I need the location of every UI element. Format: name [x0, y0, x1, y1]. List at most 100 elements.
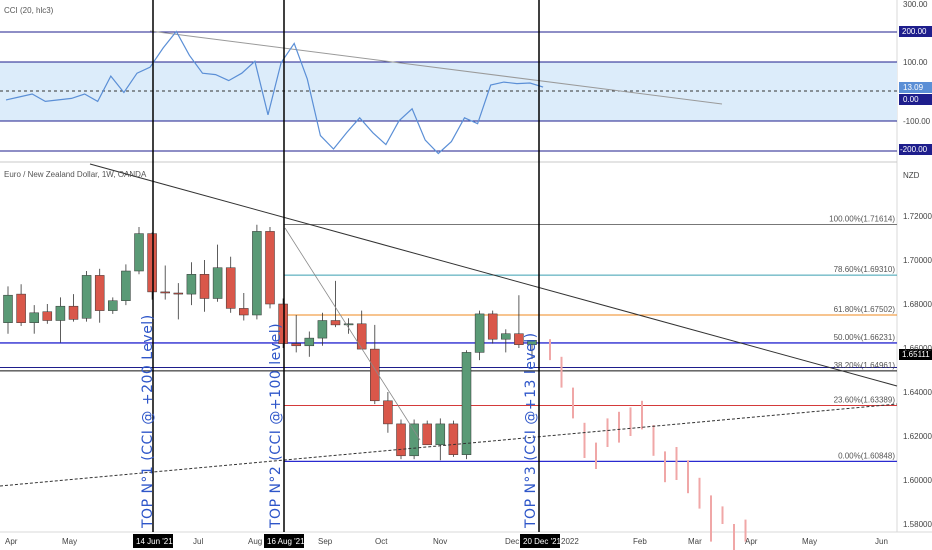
- descending-trendline[interactable]: [89, 163, 898, 387]
- cci-tag-minus-200: -200.00: [900, 145, 928, 154]
- candle[interactable]: [370, 324, 380, 405]
- annotation-top1[interactable]: TOP N°1 (CCI @ +200 Level): [140, 314, 156, 529]
- cci-series-line[interactable]: [5, 30, 544, 155]
- candle-body: [186, 274, 197, 295]
- date-tag-14jun: 14 Jun '21: [136, 537, 173, 546]
- candle-body: [474, 313, 485, 353]
- candle[interactable]: [317, 312, 328, 346]
- candle[interactable]: [527, 340, 537, 359]
- fibonacci-labels: 100.00%(1.71614) 78.60%(1.69310) 61.80%(…: [829, 215, 895, 461]
- cci-tag-value: 13.09: [903, 83, 924, 92]
- price-tick: 1.62000: [903, 432, 932, 441]
- candle[interactable]: [147, 232, 157, 300]
- date-tag-20dec-bg: [520, 534, 560, 548]
- candle[interactable]: [29, 305, 39, 334]
- candle-body: [487, 313, 498, 340]
- dotted-support-line[interactable]: [0, 403, 898, 487]
- fib-label-000: 0.00%(1.60848): [838, 451, 895, 460]
- candle[interactable]: [278, 298, 288, 349]
- time-label-apr-2022: Apr: [745, 537, 758, 546]
- cci-tick-100: 100.00: [903, 58, 928, 67]
- candle-body: [330, 320, 341, 326]
- candle[interactable]: [265, 227, 275, 309]
- candle[interactable]: [435, 418, 446, 461]
- candle-body: [147, 233, 157, 293]
- candle[interactable]: [461, 350, 472, 460]
- price-tick: 1.58000: [903, 520, 932, 529]
- candle[interactable]: [16, 284, 26, 326]
- price-pane[interactable]: Euro / New Zealand Dollar, 1W, OANDA: [0, 163, 898, 550]
- candle[interactable]: [173, 283, 184, 320]
- time-label-nov: Nov: [433, 537, 447, 546]
- time-label-dec: Dec: [505, 537, 519, 546]
- cci-pane[interactable]: CCI (20, hlc3): [0, 6, 897, 155]
- candle[interactable]: [514, 295, 524, 348]
- cci-scale[interactable]: 300.00 100.00 -100.00 200.00 13.09 0.00 …: [899, 0, 932, 155]
- price-tick: 1.64000: [903, 388, 932, 397]
- candle[interactable]: [396, 419, 406, 460]
- price-scale[interactable]: NZD 1.65111 1.72000 1.70000 1.68000 1.66000…: [899, 171, 932, 529]
- candle[interactable]: [422, 420, 432, 446]
- candle[interactable]: [330, 280, 341, 328]
- time-label-apr: Apr: [5, 537, 18, 546]
- candle[interactable]: [212, 244, 223, 302]
- candle-body: [252, 231, 262, 316]
- price-tick: 1.60000: [903, 476, 932, 485]
- candle[interactable]: [68, 294, 79, 322]
- candle-body: [134, 233, 144, 272]
- candle-body: [435, 423, 446, 446]
- candle[interactable]: [186, 262, 197, 306]
- candle[interactable]: [409, 419, 419, 460]
- annotation-top3[interactable]: TOP N°3 (CCI @+13 level): [523, 332, 539, 529]
- fib-label-786: 78.60%(1.69310): [834, 265, 896, 274]
- candle[interactable]: [383, 392, 393, 433]
- candle[interactable]: [252, 224, 262, 320]
- candle[interactable]: [55, 297, 66, 343]
- candle[interactable]: [134, 227, 144, 275]
- cci-tag-minus-200-bg: [899, 144, 932, 155]
- candle-body: [343, 323, 354, 326]
- candles-group[interactable]: [3, 224, 537, 461]
- candle-body: [55, 305, 66, 321]
- cci-trendline[interactable]: [149, 30, 723, 105]
- cci-tag-zero: 0.00: [903, 95, 919, 104]
- candle[interactable]: [81, 271, 92, 322]
- candle-body: [304, 337, 315, 347]
- fib-label-618: 61.80%(1.67502): [834, 305, 896, 314]
- candle[interactable]: [225, 256, 236, 313]
- candle[interactable]: [474, 310, 485, 361]
- candle[interactable]: [108, 297, 118, 314]
- swing-connector-line: [284, 227, 421, 441]
- candle[interactable]: [42, 304, 53, 324]
- candle[interactable]: [121, 264, 131, 306]
- price-tick: 1.72000: [903, 212, 932, 221]
- fib-label-100: 100.00%(1.71614): [829, 215, 895, 224]
- candle[interactable]: [448, 420, 459, 457]
- candle[interactable]: [94, 268, 105, 323]
- candle[interactable]: [487, 310, 498, 344]
- candle[interactable]: [304, 331, 315, 357]
- candle[interactable]: [343, 318, 354, 334]
- candle-body: [42, 311, 53, 321]
- candle-body: [383, 400, 393, 425]
- candle[interactable]: [239, 293, 249, 321]
- annotation-top2[interactable]: TOP N°2 (CCI @+100 level): [268, 323, 284, 529]
- candle[interactable]: [160, 265, 170, 300]
- candle-body: [160, 291, 170, 294]
- candle-body: [461, 352, 472, 455]
- time-label-feb: Feb: [633, 537, 647, 546]
- time-axis[interactable]: Apr May Jul Aug Sep Oct Nov Dec 2022 Feb…: [5, 534, 888, 548]
- candle[interactable]: [3, 286, 13, 334]
- date-tag-16aug-bg: [264, 534, 304, 548]
- candle[interactable]: [291, 315, 301, 353]
- candle[interactable]: [501, 329, 511, 353]
- candle-body: [278, 303, 288, 344]
- time-label-may: May: [62, 537, 77, 546]
- fibonacci-levels[interactable]: [0, 223, 897, 462]
- candle[interactable]: [199, 260, 210, 312]
- candle-body: [422, 423, 432, 446]
- currency-label: NZD: [903, 171, 920, 180]
- main-title: Euro / New Zealand Dollar, 1W, OANDA: [4, 170, 147, 179]
- candle-body: [265, 231, 275, 305]
